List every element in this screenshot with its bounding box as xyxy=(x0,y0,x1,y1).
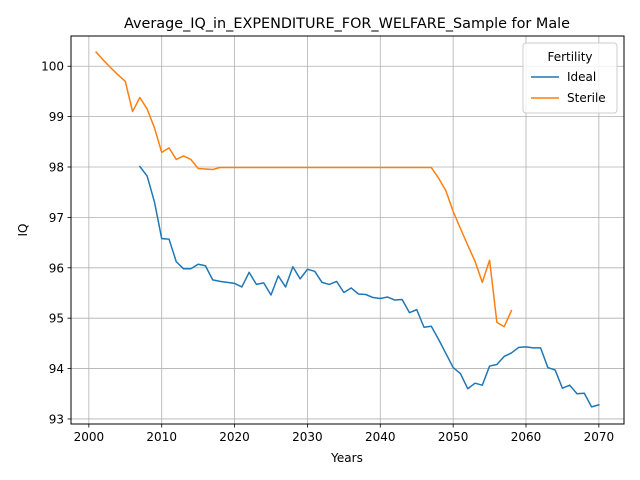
y-axis-ticks: 93 94 95 96 97 98 99 100 xyxy=(41,60,71,426)
x-tick-label: 2060 xyxy=(511,430,542,444)
x-tick-label: 2010 xyxy=(146,430,177,444)
legend: Fertility Ideal Sterile xyxy=(522,42,618,114)
x-axis-ticks: 2000 2010 2020 2030 2040 2050 2060 2070 xyxy=(74,424,615,444)
series-layer xyxy=(95,51,600,408)
x-tick-label: 2050 xyxy=(438,430,469,444)
legend-box xyxy=(522,42,618,114)
y-tick-label: 99 xyxy=(49,110,64,124)
y-tick-label: 93 xyxy=(49,412,64,426)
chart-title: Average_IQ_in_EXPENDITURE_FOR_WELFARE_Sa… xyxy=(124,16,570,32)
x-tick-label: 2000 xyxy=(74,430,105,444)
legend-label-ideal: Ideal xyxy=(567,70,596,84)
y-tick-label: 96 xyxy=(49,261,64,275)
x-tick-label: 2040 xyxy=(365,430,396,444)
y-tick-label: 97 xyxy=(49,211,64,225)
legend-title: Fertility xyxy=(547,50,592,64)
x-tick-label: 2030 xyxy=(292,430,323,444)
x-tick-label: 2070 xyxy=(584,430,615,444)
plot-frame xyxy=(70,35,625,425)
x-axis-label: Years xyxy=(330,451,363,465)
y-tick-label: 95 xyxy=(49,312,64,326)
y-tick-label: 94 xyxy=(49,362,64,376)
y-tick-label: 100 xyxy=(41,60,64,74)
legend-label-sterile: Sterile xyxy=(567,91,606,105)
x-tick-label: 2020 xyxy=(219,430,250,444)
y-tick-label: 98 xyxy=(49,161,64,175)
series-line-sterile xyxy=(95,51,513,328)
series-line-ideal xyxy=(138,165,600,408)
y-axis-label: IQ xyxy=(16,224,30,237)
